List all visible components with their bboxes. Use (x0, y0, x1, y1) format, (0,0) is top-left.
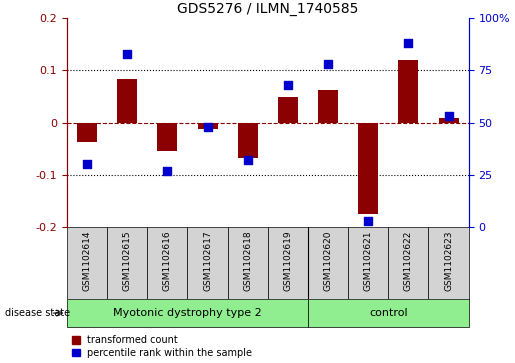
Bar (358, 123, 378, 214)
Point (203, 124, 212, 130)
Text: control: control (369, 308, 408, 318)
Text: GSM1102622: GSM1102622 (404, 231, 413, 291)
Bar (348, 227, 388, 299)
Bar (399, 60, 419, 123)
Text: GSM1102620: GSM1102620 (323, 231, 333, 291)
Point (83, 161, 91, 167)
Bar (308, 299, 469, 327)
Bar (228, 227, 268, 299)
Point (244, 157, 252, 163)
Bar (67, 227, 107, 299)
Bar (117, 79, 138, 123)
Point (444, 113, 453, 119)
Bar (439, 118, 459, 123)
Text: GSM1102616: GSM1102616 (163, 231, 172, 291)
Bar (238, 123, 258, 158)
Point (324, 61, 332, 67)
Bar (147, 227, 187, 299)
Text: GSM1102623: GSM1102623 (444, 231, 453, 291)
Bar (77, 123, 97, 142)
Point (123, 51, 131, 57)
Text: GSM1102618: GSM1102618 (243, 231, 252, 291)
Bar (198, 123, 218, 129)
Bar (67, 299, 308, 327)
Bar (107, 227, 147, 299)
Bar (268, 227, 308, 299)
Bar (278, 98, 298, 123)
Point (284, 82, 292, 88)
Point (364, 218, 372, 224)
Text: GSM1102619: GSM1102619 (283, 231, 293, 291)
Bar (187, 227, 228, 299)
Point (404, 40, 413, 46)
Point (163, 168, 171, 174)
Text: GSM1102614: GSM1102614 (82, 231, 92, 291)
Title: GDS5276 / ILMN_1740585: GDS5276 / ILMN_1740585 (177, 2, 358, 16)
Bar (158, 123, 178, 151)
Text: Myotonic dystrophy type 2: Myotonic dystrophy type 2 (113, 308, 262, 318)
Bar (388, 227, 428, 299)
Bar (308, 227, 348, 299)
Bar (428, 227, 469, 299)
Text: GSM1102617: GSM1102617 (203, 231, 212, 291)
Text: GSM1102621: GSM1102621 (364, 231, 373, 291)
Text: GSM1102615: GSM1102615 (123, 231, 132, 291)
Legend: transformed count, percentile rank within the sample: transformed count, percentile rank withi… (72, 335, 252, 358)
Text: disease state: disease state (5, 308, 70, 318)
Bar (318, 90, 338, 123)
